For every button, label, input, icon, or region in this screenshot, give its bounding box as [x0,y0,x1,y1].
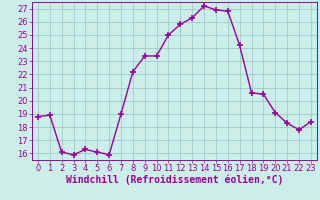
X-axis label: Windchill (Refroidissement éolien,°C): Windchill (Refroidissement éolien,°C) [66,175,283,185]
